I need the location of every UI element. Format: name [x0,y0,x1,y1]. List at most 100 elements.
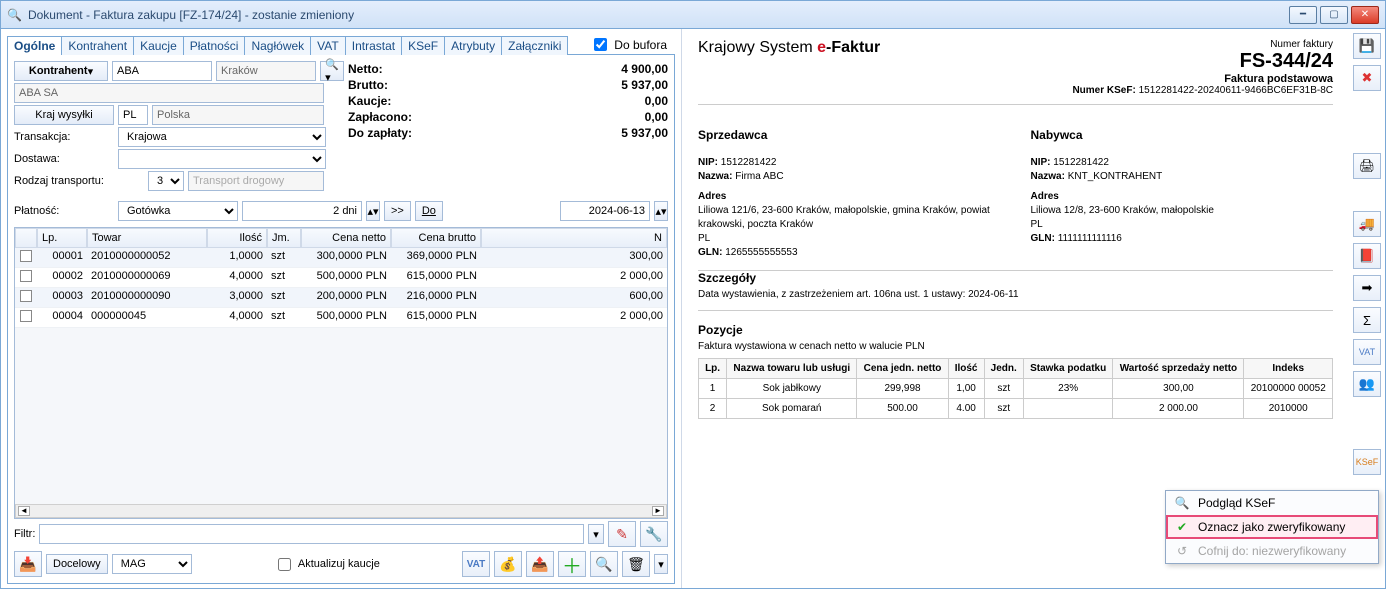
titlebar: 🔍 Dokument - Faktura zakupu [FZ-174/24] … [1,1,1385,29]
ksef-icon[interactable]: KSeF [1353,449,1381,475]
aktualizuj-checkbox[interactable]: Aktualizuj kaucje [274,555,380,574]
tab-kontrahent[interactable]: Kontrahent [61,36,134,55]
kaucje-value: 0,00 [645,93,668,109]
buffer-label: Do bufora [614,38,667,52]
tab-content-ogolne: Kontrahent ▾ 🔍▾ Kraj wysyłki Tra [7,54,675,584]
col-towar[interactable]: Towar [87,228,207,248]
undo-icon: ↺ [1174,543,1190,559]
invoice-number: FS-344/24 [1072,50,1333,73]
sum-icon[interactable]: Σ [1353,307,1381,333]
maximize-button[interactable]: ▢ [1320,6,1348,24]
ship-code[interactable] [118,105,148,125]
brutto-value: 5 937,00 [621,77,668,93]
rodzaj-code-select[interactable]: 3 [148,171,184,191]
grid-body: 0000120100000000521,0000szt300,0000 PLN3… [15,248,667,504]
preview-title: Krajowy System e-Faktur [698,39,880,57]
book-icon[interactable]: 📕 [1353,243,1381,269]
ship-name [152,105,324,125]
pozycje-table: Lp.Nazwa towaru lub usługiCena jedn. net… [698,358,1333,419]
buyer-col: Nabywca NIP: 1512281422 Nazwa: KNT_KONTR… [1031,115,1334,260]
truck-icon[interactable]: 🚚 [1353,211,1381,237]
filter-input[interactable] [39,524,584,544]
platnosc-label: Płatność: [14,205,114,217]
dostawa-select[interactable] [118,149,326,169]
window-title: Dokument - Faktura zakupu [FZ-174/24] - … [28,8,354,22]
tab-platnosci[interactable]: Płatności [183,36,246,55]
tab-ogolne[interactable]: Ogólne [7,36,62,55]
col-n[interactable]: N [481,228,667,248]
kontrahent-city [216,61,316,81]
do-button[interactable]: Do [415,201,443,221]
kontrahent-search-icon[interactable]: 🔍▾ [320,61,344,81]
pozycje-row: 2Sok pomarań500.004.00szt2 000.002010000 [699,398,1333,418]
delete-icon[interactable]: 🗑 [622,551,650,577]
cash-icon[interactable]: 💰 [494,551,522,577]
docelowy-button[interactable]: Docelowy [46,554,108,574]
netto-value: 4 900,00 [621,61,668,77]
transakcja-select[interactable]: Krajowa [118,127,326,147]
dozaplaty-label: Do zapłaty: [348,125,412,141]
zaplacono-label: Zapłacono: [348,109,412,125]
filter-apply-icon[interactable]: ✎ [608,521,636,547]
tab-intrastat[interactable]: Intrastat [345,36,402,55]
doc-in-icon[interactable]: 📥 [14,551,42,577]
buffer-checkbox[interactable]: Do bufora [590,35,667,54]
main-form: Do bufora Ogólne Kontrahent Kaucje Płatn… [1,29,681,588]
pozycje-row: 1Sok jabłkowy299,9981,00szt23%300,002010… [699,378,1333,398]
minimize-button[interactable]: ━ [1289,6,1317,24]
more-button[interactable]: >> [384,201,411,221]
tab-atrybuty[interactable]: Atrybuty [444,36,502,55]
date-spinner[interactable]: ▴▾ [654,201,668,221]
add-icon[interactable]: ＋ [558,551,586,577]
tab-ksef[interactable]: KSeF [401,36,445,55]
menu-podglad[interactable]: 🔍 Podgląd KSeF [1166,491,1378,515]
close-button[interactable]: ✕ [1351,6,1379,24]
tab-vat[interactable]: VAT [310,36,346,55]
kaucje-label: Kaucje: [348,93,391,109]
col-cnetto[interactable]: Cena netto [301,228,391,248]
tab-kaucje[interactable]: Kaucje [133,36,184,55]
filter-label: Filtr: [14,528,35,540]
save-icon[interactable]: 💾 [1353,33,1381,59]
tab-zalaczniki[interactable]: Załączniki [501,36,568,55]
table-row[interactable]: 0000120100000000521,0000szt300,0000 PLN3… [15,248,667,268]
col-cbrutto[interactable]: Cena brutto [391,228,481,248]
menu-oznacz[interactable]: ✔ Oznacz jako zweryfikowany [1166,515,1378,539]
dozaplaty-value: 5 937,00 [621,125,668,141]
cancel-icon[interactable]: ✖ [1353,65,1381,91]
print-icon[interactable]: 🖨 [1353,153,1381,179]
ksef-label: Numer KSeF: [1072,85,1135,96]
vat2-icon[interactable]: VAT [1353,339,1381,365]
platnosc-select[interactable]: Gotówka [118,201,238,221]
col-jm[interactable]: Jm. [267,228,301,248]
col-lp[interactable]: Lp. [37,228,87,248]
rodzaj-name [188,171,324,191]
magnifier-icon: 🔍 [7,8,22,22]
platnosc-date[interactable] [560,201,650,221]
vat-icon[interactable]: VAT [462,551,490,577]
szczegoly-header: Szczegóły [698,271,1333,285]
arrow-icon[interactable]: ➡ [1353,275,1381,301]
options-dropdown[interactable]: ▾ [654,554,668,574]
mag-select[interactable]: MAG [112,554,192,574]
table-row[interactable]: 0000320100000000903,0000szt200,0000 PLN2… [15,288,667,308]
table-row[interactable]: 0000220100000000694,0000szt500,0000 PLN6… [15,268,667,288]
filter-dropdown[interactable]: ▾ [588,524,604,544]
table-row[interactable]: 000040000000454,0000szt500,0000 PLN615,0… [15,308,667,328]
tab-naglowek[interactable]: Nagłówek [244,36,311,55]
kontrahent-code[interactable] [112,61,212,81]
people-icon[interactable]: 👥 [1353,371,1381,397]
filter-construct-icon[interactable]: 🔧 [640,521,668,547]
check-icon: ✔ [1174,519,1190,535]
kraj-wysylki-button[interactable]: Kraj wysyłki [14,105,114,125]
kontrahent-button[interactable]: Kontrahent ▾ [14,61,108,81]
days-spinner[interactable]: ▴▾ [366,201,380,221]
seller-col: Sprzedawca NIP: 1512281422 Nazwa: Firma … [698,115,1001,260]
search-icon[interactable]: 🔍 [590,551,618,577]
ksef-num: 1512281422-20240611-9466BC6EF31B-8C [1139,85,1333,96]
grid-h-scrollbar[interactable]: ◄► [15,504,667,518]
col-ilosc[interactable]: Ilość [207,228,267,248]
platnosc-days[interactable] [242,201,362,221]
totals-panel: Netto:4 900,00 Brutto:5 937,00 Kaucje:0,… [348,61,668,191]
export-icon[interactable]: 📤 [526,551,554,577]
